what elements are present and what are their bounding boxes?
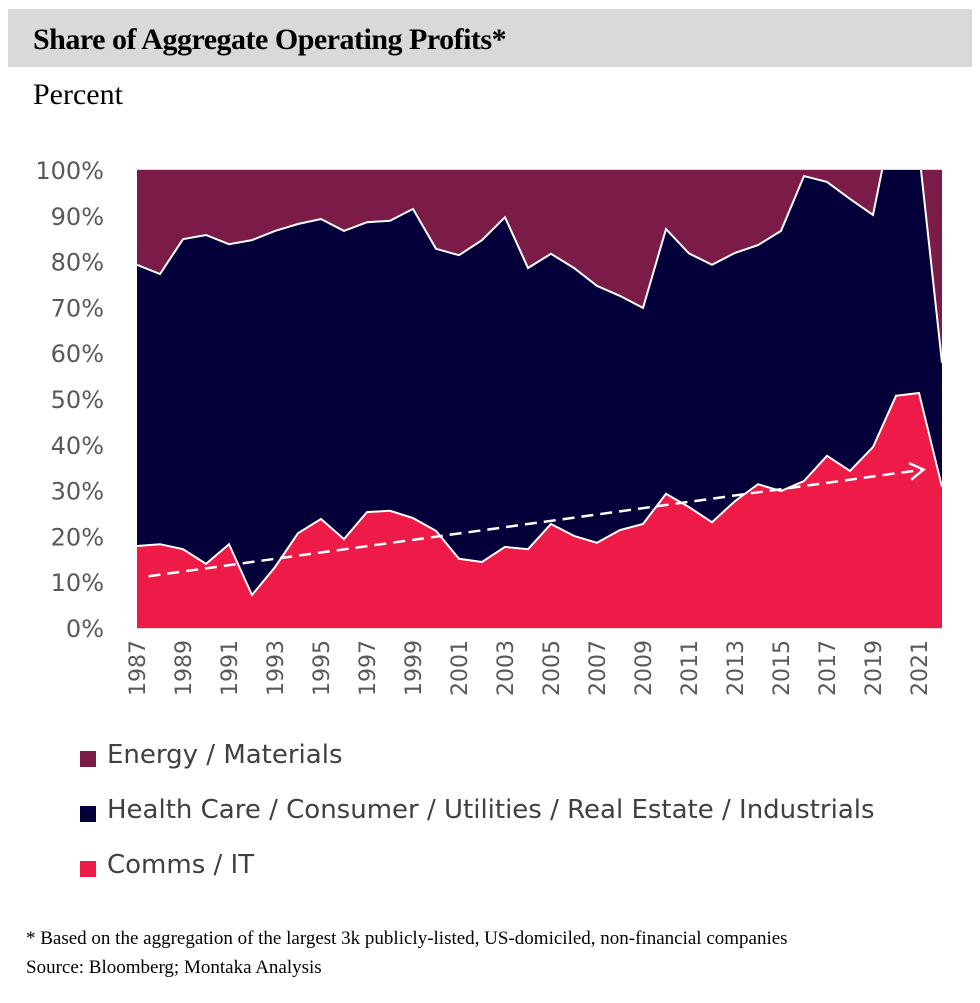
- legend-label-health-care: Health Care / Consumer / Utilities / Rea…: [107, 795, 875, 825]
- y-tick-label: 60%: [51, 340, 104, 368]
- x-tick-label: 2017: [816, 640, 841, 696]
- boundary-line-comms-it: [137, 391, 942, 597]
- source-note: Source: Bloomberg; Montaka Analysis: [26, 957, 322, 978]
- x-axis: 1987 1989 1991 1993 1995 1997 1999 2001 2003 2005…: [126, 640, 933, 696]
- y-tick-label: 100%: [35, 157, 104, 185]
- y-tick-label: 80%: [51, 249, 104, 277]
- legend-swatch-energy: [80, 751, 96, 767]
- chart-title: Share of Aggregate Operating Profits*: [33, 23, 507, 56]
- x-tick-label: 1991: [218, 640, 243, 696]
- y-tick-label: 10%: [51, 569, 104, 597]
- x-tick-label: 2021: [908, 640, 933, 696]
- legend-label-energy: Energy / Materials: [107, 740, 343, 770]
- trend-arrowhead: [908, 461, 926, 481]
- y-tick-label: 40%: [51, 432, 104, 460]
- y-tick-label: 20%: [51, 523, 104, 551]
- y-tick-label: 90%: [51, 203, 104, 231]
- stacked-area-chart: 0%10%20%30%40%50%60%70%80%90%100% 1987 19…: [35, 157, 942, 696]
- x-tick-label: 2005: [540, 640, 565, 696]
- x-tick-label: 1987: [126, 640, 151, 696]
- legend-swatch-health-care: [80, 806, 96, 822]
- x-tick-label: 2011: [678, 640, 703, 696]
- trend-line: [148, 468, 924, 578]
- x-tick-label: 2013: [724, 640, 749, 696]
- x-tick-label: 1995: [310, 640, 335, 696]
- x-tick-label: 2003: [494, 640, 519, 696]
- footnote: * Based on the aggregation of the larges…: [26, 928, 788, 949]
- y-tick-label: 70%: [51, 294, 104, 322]
- x-tick-label: 1993: [264, 640, 289, 696]
- y-tick-label: 50%: [51, 386, 104, 414]
- x-tick-label: 2001: [448, 640, 473, 696]
- boundary-line-health-care-consumer-utilities-real-estate-industrials: [137, 170, 942, 363]
- x-tick-label: 2015: [770, 640, 795, 696]
- x-tick-label: 1989: [172, 640, 197, 696]
- trend-arrow-group: [148, 461, 926, 578]
- x-tick-label: 2007: [586, 640, 611, 696]
- x-tick-label: 1997: [356, 640, 381, 696]
- legend-swatch-comms: [80, 861, 96, 877]
- chart-subtitle: Percent: [33, 78, 123, 111]
- x-tick-label: 2009: [632, 640, 657, 696]
- title-bar: Share of Aggregate Operating Profits*: [8, 9, 972, 67]
- area-comms-it: [137, 393, 942, 628]
- y-tick-label: 0%: [66, 615, 104, 643]
- x-tick-label: 2019: [862, 640, 887, 696]
- legend-label-comms: Comms / IT: [107, 850, 255, 880]
- x-tick-label: 1999: [402, 640, 427, 696]
- y-axis: 0% 10% 20% 30% 40% 50% 60% 70% 80% 90% 100%: [35, 157, 104, 643]
- y-tick-label: 30%: [51, 478, 104, 506]
